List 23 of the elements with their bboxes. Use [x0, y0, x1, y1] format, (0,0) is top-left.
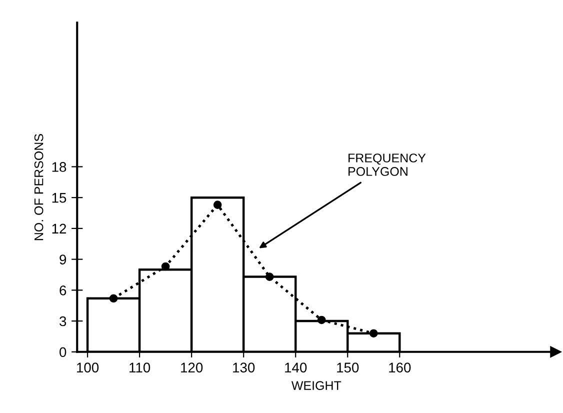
- y-tick-label: 12: [52, 224, 66, 234]
- y-tick-label: 15: [52, 193, 66, 203]
- annotation: FREQUENCY POLYGON: [348, 154, 426, 176]
- point: [317, 316, 326, 324]
- y-tick-label: 6: [60, 285, 66, 296]
- y-tick-label: 9: [60, 254, 66, 264]
- x-tick-label: 150: [337, 362, 359, 372]
- point: [213, 200, 222, 209]
- x-tick-label: 140: [285, 362, 307, 372]
- y-tick-label: 0: [60, 347, 66, 358]
- x-tick-label: 130: [233, 362, 255, 372]
- x-tick-label: 100: [77, 362, 99, 372]
- point: [265, 272, 274, 281]
- x-tick-label: 160: [389, 362, 411, 372]
- y-tick-label: 18: [52, 162, 66, 172]
- y-axis-title: NO. OF PERSONS: [34, 134, 44, 240]
- point: [161, 262, 170, 271]
- point: [369, 329, 378, 338]
- x-tick-label: 110: [130, 362, 150, 372]
- point: [109, 294, 118, 303]
- x-tick-label: 120: [181, 362, 203, 372]
- y-tick-label: 3: [60, 316, 66, 326]
- x-axis-title: WEIGHT: [291, 381, 342, 390]
